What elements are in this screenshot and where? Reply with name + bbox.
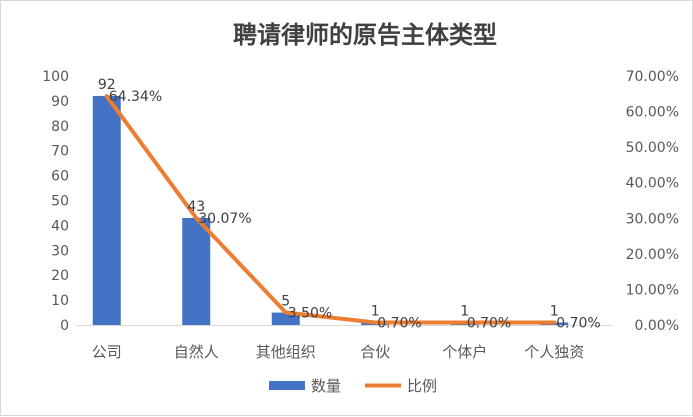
bar-series — [92, 95, 569, 325]
line-series — [104, 94, 557, 325]
line-value-label: 0.70% — [467, 316, 511, 332]
y-left-tick-label: 50 — [51, 194, 69, 210]
x-tick-label: 合伙 — [360, 343, 390, 361]
legend-swatch-bar — [269, 381, 305, 390]
axes: 0 10 20 30 40 50 60 70 80 90 100 0.00% 10.00% 20.00% 3… — [42, 69, 679, 361]
y-left-tick-label: 40 — [51, 218, 69, 234]
bar — [182, 217, 211, 325]
y-left-tick-label: 0 — [60, 318, 69, 334]
line-value-label: 64.34% — [109, 89, 162, 105]
y-left-tick-label: 100 — [42, 69, 69, 85]
bar-value-label: 1 — [550, 304, 559, 320]
line-point — [284, 311, 288, 315]
data-labels: 92 43 5 1 1 1 64.34% 30.07% 3.50% 0.70% 0.70% 0.70% — [98, 77, 601, 332]
y-left-tick-label: 60 — [51, 169, 69, 185]
line-point — [105, 94, 109, 98]
y-right-tick-label: 40.00% — [626, 176, 679, 192]
bar-value-label: 1 — [460, 304, 469, 320]
y-left-tick-label: 10 — [51, 293, 69, 309]
legend-label-count: 数量 — [311, 377, 341, 395]
y-left-tick-label: 70 — [51, 144, 69, 160]
line-point — [552, 321, 556, 325]
bar — [271, 312, 300, 325]
y-right-tick-label: 10.00% — [626, 282, 679, 298]
line-point — [194, 216, 198, 220]
line-point — [373, 321, 377, 325]
line-value-label: 0.70% — [556, 316, 600, 332]
y-right-tick-label: 70.00% — [626, 69, 679, 85]
y-left-tick-label: 30 — [51, 243, 69, 259]
y-right-tick-label: 0.00% — [635, 318, 679, 334]
x-tick-label: 自然人 — [174, 343, 219, 361]
x-tick-label: 其他组织 — [256, 343, 316, 361]
legend-label-ratio: 比例 — [407, 377, 437, 395]
x-tick-label: 公司 — [92, 343, 122, 361]
x-tick-label: 个人独资 — [524, 343, 584, 361]
y-right-tick-label: 30.00% — [626, 211, 679, 227]
bar-value-label: 92 — [98, 77, 116, 93]
y-left-tick-label: 90 — [51, 94, 69, 110]
x-tick-label: 个体户 — [442, 343, 487, 361]
line-value-label: 30.07% — [198, 211, 251, 227]
y-right-tick-label: 50.00% — [626, 140, 679, 156]
y-right-tick-label: 20.00% — [626, 247, 679, 263]
line-value-label: 3.50% — [288, 306, 332, 322]
ratio-line — [104, 94, 557, 325]
line-point — [463, 321, 467, 325]
bar-value-label: 5 — [281, 294, 290, 310]
line-value-label: 0.70% — [377, 316, 421, 332]
legend: 数量 比例 — [269, 377, 437, 395]
bar-value-label: 43 — [187, 199, 205, 215]
y-right-tick-label: 60.00% — [626, 105, 679, 121]
bar-value-label: 1 — [371, 304, 380, 320]
y-left-tick-label: 80 — [51, 119, 69, 135]
bar — [92, 95, 121, 325]
y-left-tick-label: 20 — [51, 268, 69, 284]
chart-title: 聘请律师的原告主体类型 — [233, 20, 497, 49]
